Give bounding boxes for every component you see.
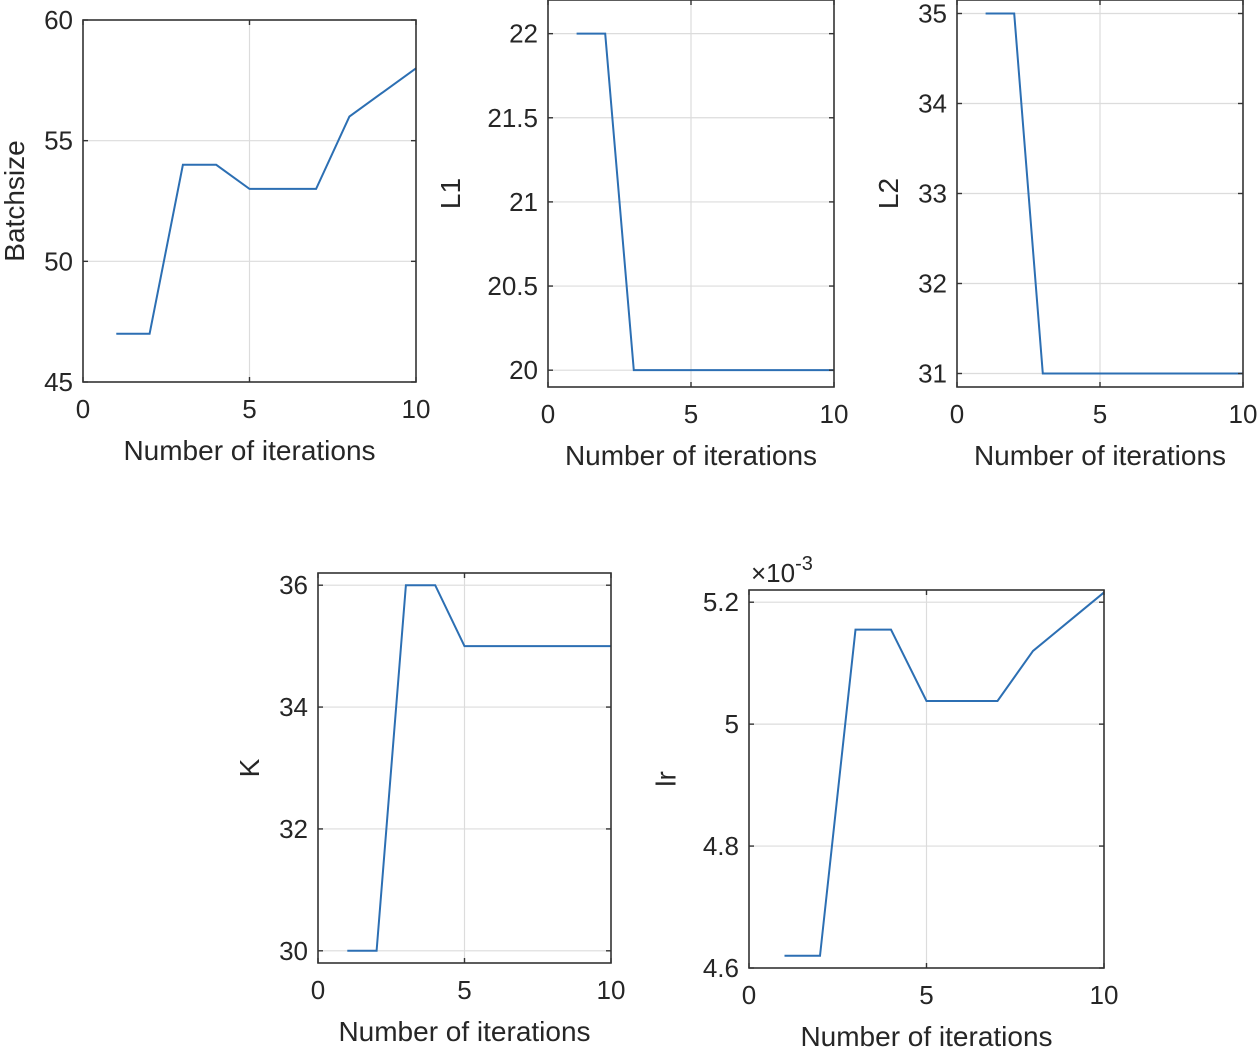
y-axis-label: K: [234, 758, 265, 777]
y-tick-label: 5.2: [703, 587, 739, 617]
y-tick-label: 34: [918, 89, 947, 119]
y-tick-label: 60: [44, 5, 73, 35]
x-axis-label: Number of iterations: [123, 435, 375, 466]
chart-l1: 0 5 10 20 20.5 21 21.5 22 Number of iterations L1: [435, 0, 848, 471]
chart-batchsize: 0 5 10 45 50 55 60 Number of iterations Batchsiz…: [0, 5, 430, 466]
series-line: [985, 12, 1243, 375]
y-tick-label: 34: [279, 692, 308, 722]
x-tick-label: 0: [742, 980, 756, 1010]
y-axis-label: L1: [435, 178, 466, 209]
y-tick-label: 22: [509, 19, 538, 49]
series-line: [347, 584, 611, 952]
y-axis-label: L2: [873, 178, 904, 209]
x-tick-label: 10: [1090, 980, 1119, 1010]
x-tick-label: 5: [457, 975, 471, 1005]
y-tick-label: 32: [918, 269, 947, 299]
x-axis-label: Number of iterations: [565, 440, 817, 471]
y-tick-label: 33: [918, 179, 947, 209]
y-axis-label: lr: [651, 771, 682, 787]
x-tick-label: 0: [76, 394, 90, 424]
y-tick-label: 21: [509, 187, 538, 217]
y-tick-label: 4.8: [703, 831, 739, 861]
y-tick-label: 20.5: [487, 271, 538, 301]
y-axis-label: Batchsize: [0, 140, 30, 261]
y-tick-label: 35: [918, 0, 947, 29]
y-tick-label: 30: [279, 936, 308, 966]
x-tick-label: 5: [684, 399, 698, 429]
y-tick-label: 32: [279, 814, 308, 844]
x-axis-label: Number of iterations: [338, 1016, 590, 1047]
exponent-power: -3: [795, 553, 813, 575]
y-tick-label: 45: [44, 367, 73, 397]
y-tick-label: 36: [279, 570, 308, 600]
y-tick-label: 31: [918, 359, 947, 389]
x-tick-label: 5: [1093, 399, 1107, 429]
series-line: [784, 591, 1105, 957]
chart-lr: 0 5 10 4.6 4.8 5 5.2 Number of iterations lr ×10-…: [651, 553, 1119, 1052]
x-tick-label: 5: [242, 394, 256, 424]
x-axis-label: Number of iterations: [800, 1021, 1052, 1052]
x-tick-label: 10: [402, 394, 431, 424]
x-tick-label: 0: [311, 975, 325, 1005]
y-tick-label: 55: [44, 126, 73, 156]
x-tick-label: 0: [950, 399, 964, 429]
y-tick-label: 50: [44, 246, 73, 276]
x-tick-label: 10: [1229, 399, 1258, 429]
exponent-label: ×10-3: [751, 553, 813, 588]
x-axis-label: Number of iterations: [974, 440, 1226, 471]
y-tick-label: 5: [725, 709, 739, 739]
x-tick-label: 10: [597, 975, 626, 1005]
x-tick-label: 5: [919, 980, 933, 1010]
y-tick-label: 21.5: [487, 103, 538, 133]
y-tick-label: 20: [509, 355, 538, 385]
chart-k: 0 5 10 30 32 34 36 Number of iterations K: [234, 570, 625, 1047]
x-tick-label: 10: [820, 399, 849, 429]
series-line: [576, 32, 834, 372]
chart-l2: 0 5 10 31 32 33 34 35 Number of iterations L2: [873, 0, 1257, 471]
x-tick-label: 0: [541, 399, 555, 429]
y-tick-label: 4.6: [703, 953, 739, 983]
series-line: [116, 67, 417, 335]
